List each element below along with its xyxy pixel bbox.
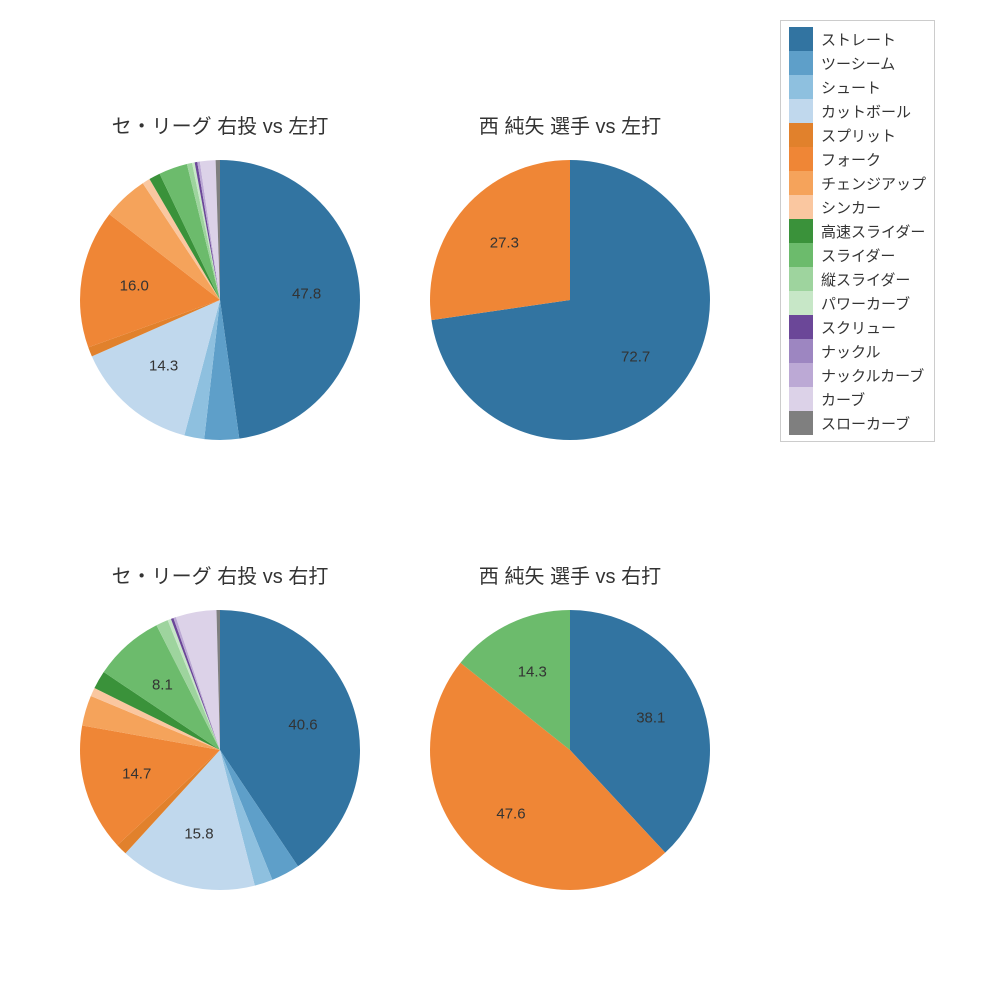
pie-slice-label: 8.1 xyxy=(152,677,173,694)
pie-svg xyxy=(428,608,712,892)
legend-swatch xyxy=(789,363,813,387)
legend-swatch xyxy=(789,123,813,147)
legend-item: 縦スライダー xyxy=(789,267,926,291)
legend-label: ストレート xyxy=(821,29,896,50)
legend-item: スローカーブ xyxy=(789,411,926,435)
pie-slice-label: 27.3 xyxy=(490,235,519,252)
legend-swatch xyxy=(789,291,813,315)
pie-chart: 38.1 47.6 14.3 xyxy=(428,608,712,892)
legend-swatch xyxy=(789,27,813,51)
legend-swatch xyxy=(789,219,813,243)
legend-label: チェンジアップ xyxy=(821,173,926,194)
legend-swatch xyxy=(789,411,813,435)
legend-item: ツーシーム xyxy=(789,51,926,75)
legend-item: 高速スライダー xyxy=(789,219,926,243)
legend-swatch xyxy=(789,99,813,123)
pie-chart: 40.6 15.8 14.7 8.1 xyxy=(78,608,362,892)
pie-slice-label: 16.0 xyxy=(120,278,149,295)
legend-swatch xyxy=(789,387,813,411)
figure-root: 47.8 14.3 16.0 セ・リーグ 右投 vs 左打 72.7 27.3 西 純矢 選… xyxy=(0,0,1000,1000)
pie-slice-label: 14.7 xyxy=(122,766,151,783)
legend-item: チェンジアップ xyxy=(789,171,926,195)
legend-swatch xyxy=(789,243,813,267)
legend-item: スライダー xyxy=(789,243,926,267)
chart-title: 西 純矢 選手 vs 右打 xyxy=(479,560,661,589)
legend-item: シンカー xyxy=(789,195,926,219)
chart-title: セ・リーグ 右投 vs 左打 xyxy=(112,110,329,139)
pie-slice-label: 72.7 xyxy=(621,348,650,365)
legend-swatch xyxy=(789,171,813,195)
legend-item: カーブ xyxy=(789,387,926,411)
legend: ストレートツーシームシュートカットボールスプリットフォークチェンジアップシンカー… xyxy=(780,20,935,442)
legend-label: カットボール xyxy=(821,101,911,122)
legend-label: 縦スライダー xyxy=(821,269,910,290)
pie-slice-label: 15.8 xyxy=(184,826,213,843)
legend-label: シュート xyxy=(821,77,881,98)
legend-item: カットボール xyxy=(789,99,926,123)
legend-swatch xyxy=(789,267,813,291)
pie-slice xyxy=(220,160,360,439)
legend-label: スプリット xyxy=(821,125,896,146)
legend-swatch xyxy=(789,75,813,99)
legend-item: スプリット xyxy=(789,123,926,147)
legend-item: ナックル xyxy=(789,339,926,363)
legend-item: シュート xyxy=(789,75,926,99)
legend-item: パワーカーブ xyxy=(789,291,926,315)
legend-label: フォーク xyxy=(821,149,881,170)
legend-swatch xyxy=(789,315,813,339)
pie-slice-label: 14.3 xyxy=(518,663,547,680)
pie-slice-label: 14.3 xyxy=(149,358,178,375)
pie-slice-label: 47.6 xyxy=(496,805,525,822)
pie-slice-label: 38.1 xyxy=(636,710,665,727)
legend-item: フォーク xyxy=(789,147,926,171)
legend-swatch xyxy=(789,339,813,363)
legend-label: ナックルカーブ xyxy=(821,365,924,386)
pie-svg xyxy=(78,608,362,892)
legend-label: スクリュー xyxy=(821,317,896,338)
legend-label: スライダー xyxy=(821,245,895,266)
legend-swatch xyxy=(789,195,813,219)
legend-item: ストレート xyxy=(789,27,926,51)
legend-label: ナックル xyxy=(821,341,881,362)
chart-title: 西 純矢 選手 vs 左打 xyxy=(479,110,661,139)
legend-label: ツーシーム xyxy=(821,53,895,74)
legend-swatch xyxy=(789,51,813,75)
legend-label: スローカーブ xyxy=(821,413,910,434)
legend-item: ナックルカーブ xyxy=(789,363,926,387)
pie-chart: 72.7 27.3 xyxy=(428,158,712,442)
legend-item: スクリュー xyxy=(789,315,926,339)
chart-title: セ・リーグ 右投 vs 右打 xyxy=(112,560,329,589)
pie-slice-label: 47.8 xyxy=(292,286,321,303)
pie-svg xyxy=(428,158,712,442)
legend-label: パワーカーブ xyxy=(821,293,910,314)
legend-swatch xyxy=(789,147,813,171)
pie-chart: 47.8 14.3 16.0 xyxy=(78,158,362,442)
legend-label: 高速スライダー xyxy=(821,221,925,242)
legend-label: シンカー xyxy=(821,197,881,218)
legend-label: カーブ xyxy=(821,389,865,410)
pie-slice-label: 40.6 xyxy=(288,716,317,733)
